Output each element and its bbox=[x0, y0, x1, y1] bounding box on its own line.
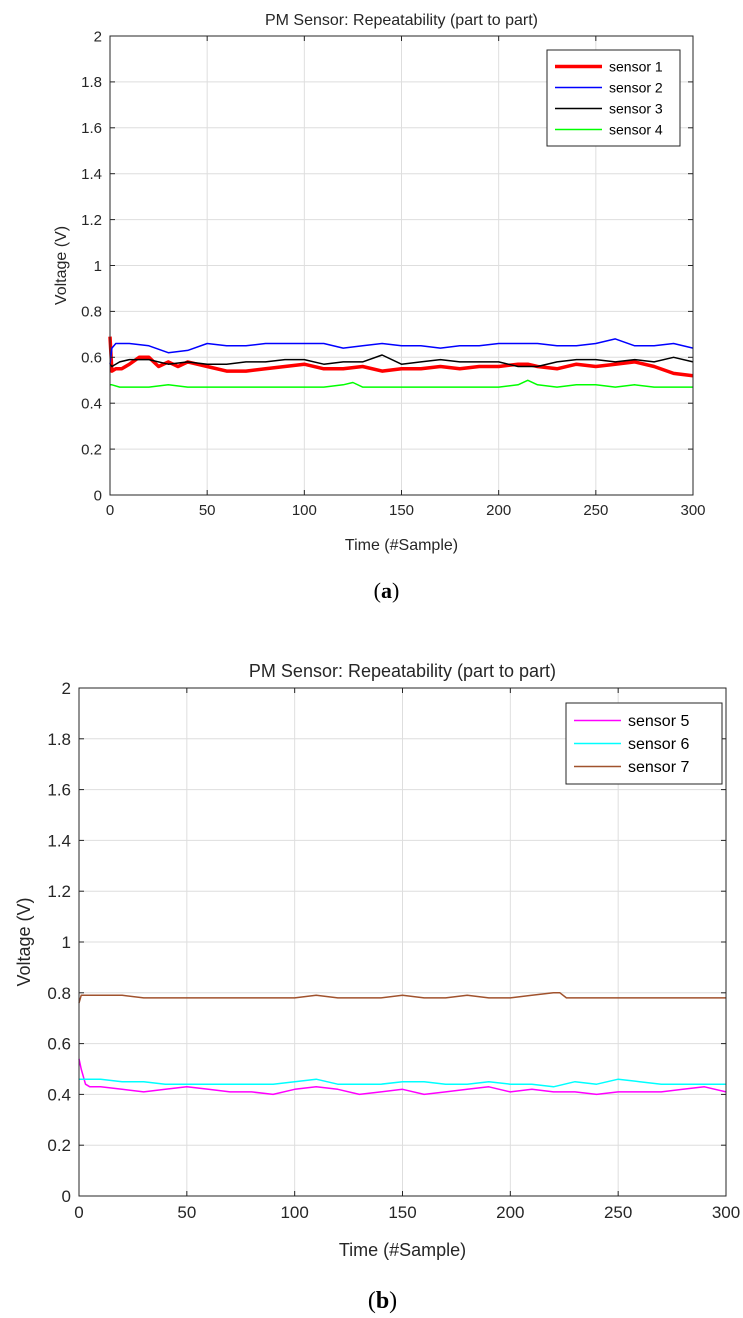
y-tick-label: 0 bbox=[94, 487, 102, 504]
x-tick-label: 100 bbox=[292, 502, 317, 519]
legend-label: sensor 7 bbox=[628, 759, 689, 776]
x-tick-label: 300 bbox=[680, 502, 705, 519]
y-tick-label: 0.8 bbox=[47, 984, 71, 1003]
y-tick-label: 2 bbox=[94, 28, 102, 45]
y-tick-label: 1.4 bbox=[47, 831, 71, 850]
y-tick-label: 1.2 bbox=[81, 212, 102, 229]
panel-caption: (b) bbox=[368, 1288, 397, 1314]
y-tick-label: 0.4 bbox=[81, 395, 102, 412]
panel-caption-letter: b bbox=[376, 1288, 389, 1314]
x-tick-label: 250 bbox=[604, 1203, 632, 1222]
y-tick-label: 0.4 bbox=[47, 1085, 71, 1104]
y-tick-label: 0.2 bbox=[47, 1136, 71, 1155]
y-axis-label: Voltage (V) bbox=[53, 226, 70, 305]
x-tick-label: 300 bbox=[712, 1203, 740, 1222]
x-tick-label: 0 bbox=[106, 502, 114, 519]
series-line-sensor-5 bbox=[78, 1058, 727, 1096]
chart-panel-b: 0 50 100 150 200 250 300 0 0.2 0.4 0.6 0.8 1 1.2 1.4 1.… bbox=[14, 661, 740, 1314]
y-tick-label: 1.6 bbox=[47, 781, 71, 800]
legend: sensor 5 sensor 6 sensor 7 bbox=[565, 702, 723, 785]
series-line-sensor-3 bbox=[109, 354, 694, 368]
y-tick-label: 1.2 bbox=[47, 882, 71, 901]
y-tick-label: 0.2 bbox=[81, 441, 102, 458]
y-tick-label: 1.6 bbox=[81, 120, 102, 137]
y-tick-label: 0.6 bbox=[81, 350, 102, 367]
panel-caption: (a) bbox=[374, 578, 400, 603]
x-tick-label: 150 bbox=[389, 502, 414, 519]
x-tick-label: 200 bbox=[486, 502, 511, 519]
series-line-sensor-6 bbox=[79, 1078, 726, 1088]
y-tick-label: 0 bbox=[62, 1187, 71, 1206]
y-tick-label: 1.8 bbox=[47, 730, 71, 749]
legend-label: sensor 5 bbox=[628, 713, 689, 730]
legend-label: sensor 2 bbox=[609, 79, 663, 95]
panel-caption-letter: a bbox=[381, 578, 392, 603]
y-tick-label: 2 bbox=[62, 679, 71, 698]
y-tick-label: 1 bbox=[62, 933, 71, 952]
series-line-sensor-2 bbox=[109, 338, 694, 365]
legend: sensor 1 sensor 2 sensor 3 sensor 4 bbox=[546, 49, 681, 147]
legend-label: sensor 6 bbox=[628, 736, 689, 753]
x-tick-label: 0 bbox=[74, 1203, 83, 1222]
x-tick-label: 50 bbox=[199, 502, 216, 519]
series-line-sensor-4 bbox=[110, 379, 693, 388]
y-tick-label: 1.8 bbox=[81, 74, 102, 91]
x-tick-label: 50 bbox=[177, 1203, 196, 1222]
series-line-sensor-7 bbox=[78, 992, 726, 1004]
chart-panel-a: 0 50 100 150 200 250 300 0 0.2 0.4 0.6 0.8 1 1.2 1.4 1.… bbox=[53, 12, 706, 603]
x-tick-label: 100 bbox=[280, 1203, 308, 1222]
chart-title: PM Sensor: Repeatability (part to part) bbox=[249, 661, 556, 681]
y-axis-label: Voltage (V) bbox=[14, 897, 34, 986]
y-tick-label: 1.4 bbox=[81, 166, 102, 183]
legend-label: sensor 1 bbox=[609, 58, 663, 74]
x-axis-label: Time (#Sample) bbox=[345, 537, 458, 554]
y-tick-label: 1 bbox=[94, 258, 102, 275]
legend-label: sensor 4 bbox=[609, 121, 663, 137]
y-tick-label: 0.6 bbox=[47, 1035, 71, 1054]
x-tick-label: 250 bbox=[583, 502, 608, 519]
x-tick-label: 150 bbox=[388, 1203, 416, 1222]
x-axis-label: Time (#Sample) bbox=[339, 1240, 466, 1260]
chart-title: PM Sensor: Repeatability (part to part) bbox=[265, 12, 538, 29]
legend-label: sensor 3 bbox=[609, 100, 663, 116]
x-tick-label: 200 bbox=[496, 1203, 524, 1222]
y-tick-label: 0.8 bbox=[81, 304, 102, 321]
series-line-sensor-1 bbox=[108, 336, 694, 378]
